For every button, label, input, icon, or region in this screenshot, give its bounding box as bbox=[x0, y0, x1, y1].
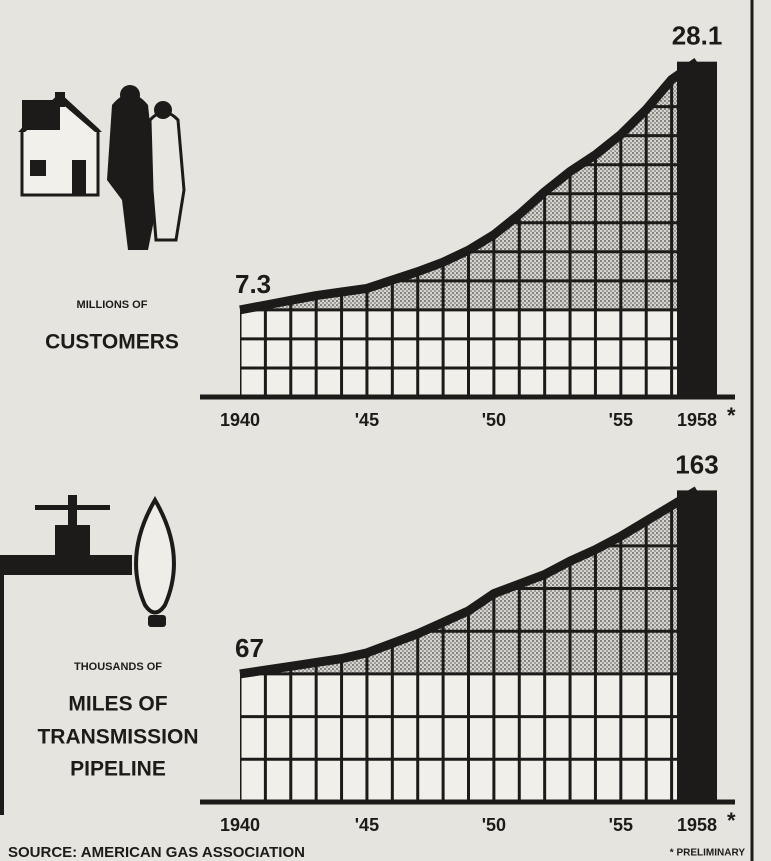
value-label: 28.1 bbox=[672, 21, 723, 51]
house-icon bbox=[18, 85, 184, 250]
x-tick-label: 1940 bbox=[220, 410, 260, 430]
x-tick-label: 1958 bbox=[677, 815, 717, 835]
final-bar bbox=[677, 490, 717, 802]
unit-label: MILES OF bbox=[68, 693, 167, 716]
unit-label: PIPELINE bbox=[70, 758, 166, 781]
value-label: 7.3 bbox=[235, 269, 271, 299]
value-label: 163 bbox=[675, 449, 718, 479]
chart: SOURCE: AMERICAN GAS ASSOCIATION * PRELI… bbox=[0, 0, 771, 861]
x-tick-label: '55 bbox=[609, 815, 633, 835]
value-label: 67 bbox=[235, 633, 264, 663]
plot-area bbox=[240, 0, 697, 397]
unit-label: TRANSMISSION bbox=[37, 726, 198, 749]
unit-label: CUSTOMERS bbox=[45, 331, 179, 354]
x-tick-label: '45 bbox=[355, 410, 379, 430]
plot-area bbox=[240, 437, 697, 802]
footnote: * PRELIMINARY bbox=[670, 848, 746, 859]
x-tick-label: 1940 bbox=[220, 815, 260, 835]
final-bar bbox=[677, 62, 717, 397]
x-tick-label: '45 bbox=[355, 815, 379, 835]
x-tick-label: '55 bbox=[609, 410, 633, 430]
page: SOURCE: AMERICAN GAS ASSOCIATION * PRELI… bbox=[0, 0, 771, 861]
asterisk: * bbox=[727, 403, 736, 428]
x-tick-label: 1958 bbox=[677, 410, 717, 430]
x-tick-label: '50 bbox=[482, 815, 506, 835]
source-note: SOURCE: AMERICAN GAS ASSOCIATION bbox=[8, 844, 305, 861]
unit-label: THOUSANDS OF bbox=[74, 661, 162, 673]
x-tick-label: '50 bbox=[482, 410, 506, 430]
unit-label: MILLIONS OF bbox=[77, 299, 148, 311]
asterisk: * bbox=[727, 808, 736, 833]
